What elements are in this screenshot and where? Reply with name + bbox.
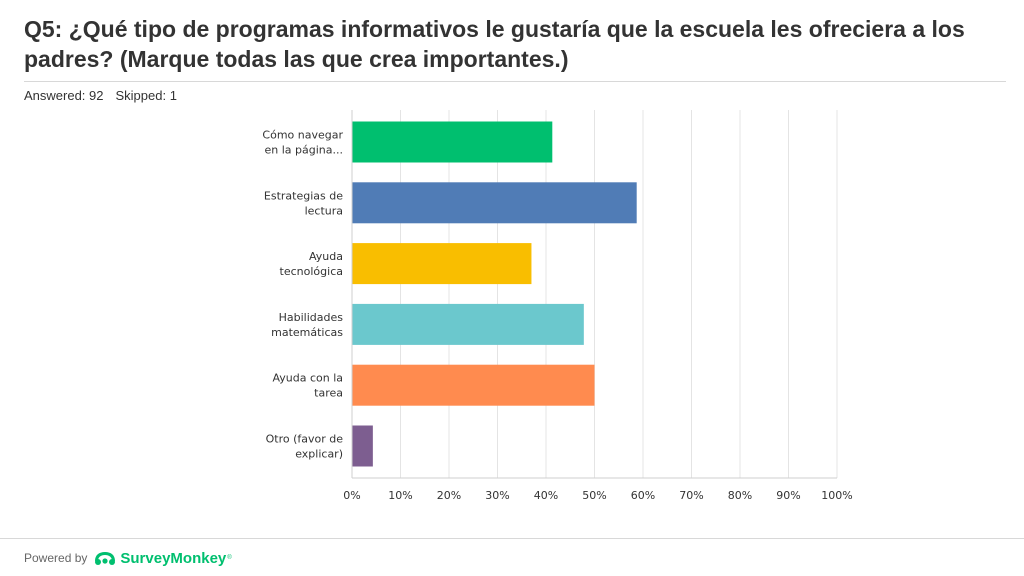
category-label: Cómo navegar en la página... — [262, 129, 343, 157]
x-tick-label: 20% — [437, 489, 461, 502]
category-labels: Cómo navegar en la página... Estrategias d… — [262, 129, 343, 461]
brand-trademark: ® — [227, 555, 232, 561]
x-tick-label: 100% — [821, 489, 852, 502]
bar — [352, 364, 595, 406]
x-tick-label: 40% — [534, 489, 558, 502]
category-label: Ayuda con la tarea — [272, 372, 343, 400]
gridlines — [400, 110, 838, 478]
surveymonkey-logo-icon — [95, 552, 116, 565]
bar — [352, 182, 637, 224]
response-stats: Answered: 92 Skipped: 1 — [24, 88, 177, 103]
bar — [352, 425, 373, 467]
bar-chart: Cómo navegar en la página... Estrategias d… — [262, 110, 853, 502]
bar — [352, 121, 553, 163]
x-tick-label: 60% — [631, 489, 655, 502]
category-label: Estrategias de lectura — [264, 189, 343, 217]
x-tick-label: 0% — [343, 489, 360, 502]
answered-count: Answered: 92 — [24, 88, 104, 103]
footer: Powered by SurveyMonkey ® — [24, 548, 232, 568]
x-tick-label: 30% — [485, 489, 509, 502]
x-tick-label: 10% — [388, 489, 412, 502]
bar — [352, 303, 584, 345]
x-tick-label: 50% — [582, 489, 606, 502]
skipped-count: Skipped: 1 — [115, 88, 177, 103]
footer-divider — [0, 538, 1024, 539]
x-tick-label: 90% — [776, 489, 800, 502]
bars — [352, 121, 637, 467]
x-tick-label: 70% — [679, 489, 703, 502]
x-axis-ticks: 0% 10% 20% 30% 40% 50% 60% 70% 80% 90% 100% — [343, 489, 852, 502]
brand-name: SurveyMonkey — [120, 549, 227, 567]
category-label: Otro (favor de explicar) — [266, 433, 344, 461]
x-tick-label: 80% — [728, 489, 752, 502]
category-label: Ayuda tecnológica — [280, 250, 343, 278]
powered-by-label: Powered by — [24, 551, 88, 565]
title-divider — [24, 81, 1006, 82]
category-label: Habilidades matemáticas — [271, 311, 343, 339]
bar — [352, 243, 532, 285]
question-title: Q5: ¿Qué tipo de programas informativos … — [24, 16, 965, 72]
